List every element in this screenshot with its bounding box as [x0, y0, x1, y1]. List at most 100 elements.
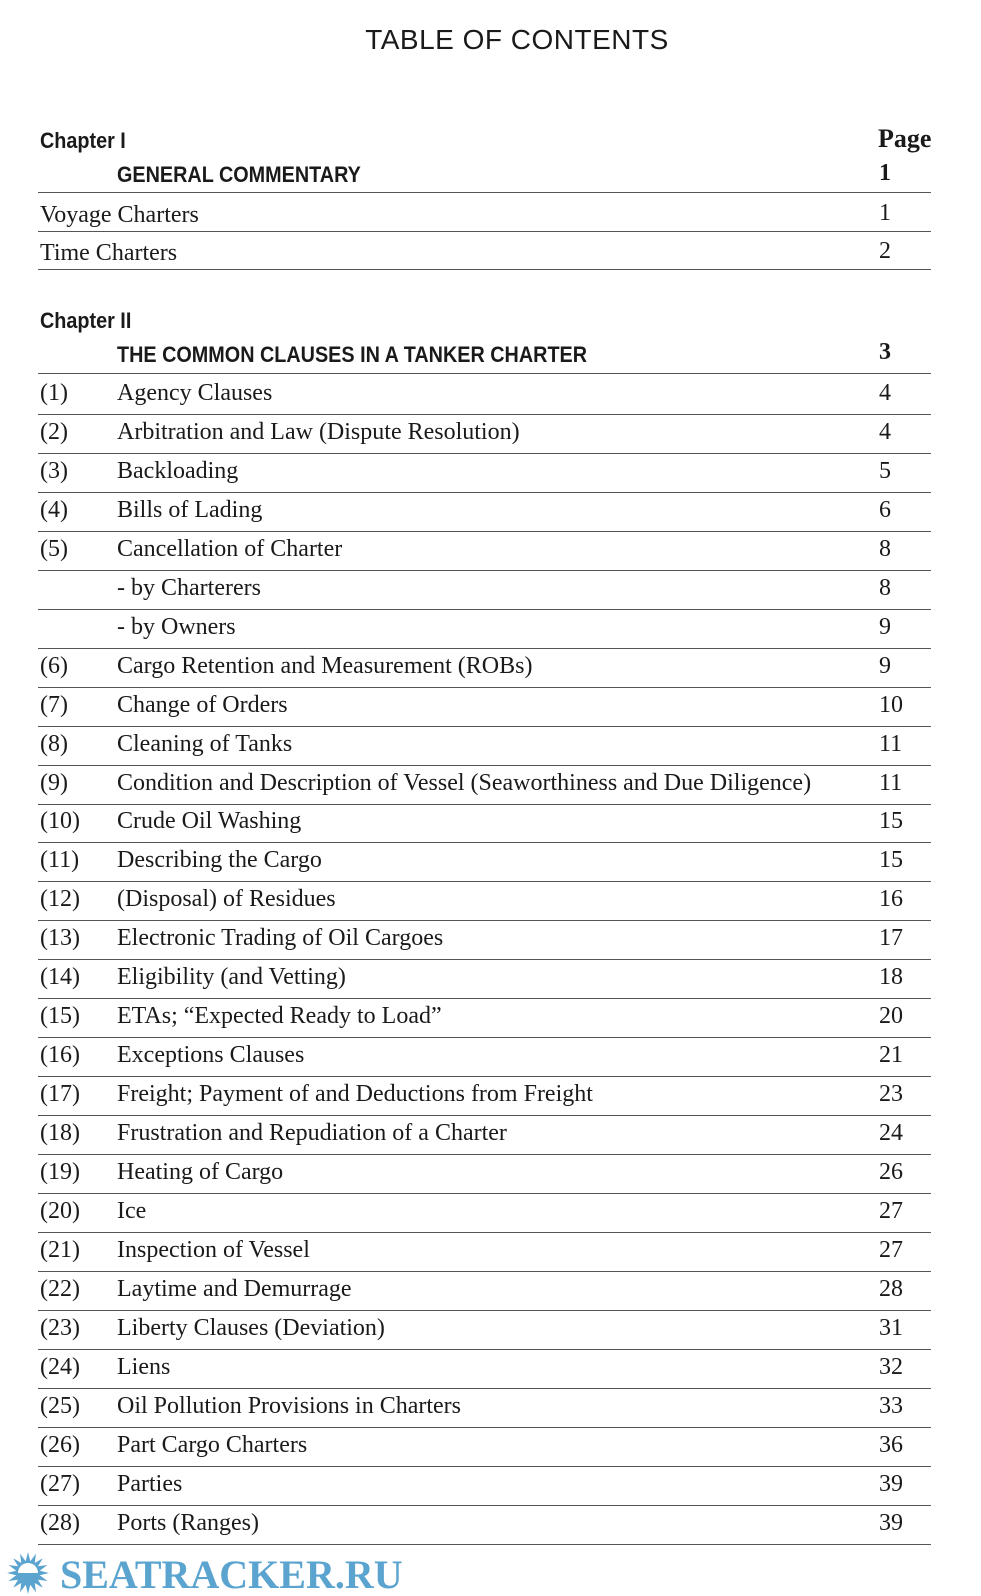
toc-entry: (12) (Disposal) of Residues 16	[0, 886, 981, 925]
toc-entry-number: (18)	[40, 1120, 80, 1147]
toc-entry-number: (19)	[40, 1159, 80, 1185]
toc-entry-number: (3)	[40, 457, 68, 484]
toc-entry-page: 27	[879, 1197, 903, 1224]
page-title: TABLE OF CONTENTS	[365, 24, 669, 55]
toc-entry-page: 20	[879, 1003, 903, 1030]
toc-entry-number: (5)	[40, 535, 68, 562]
divider	[38, 1115, 931, 1117]
toc-entry-title: Oil Pollution Provisions in Charters	[117, 1392, 462, 1419]
toc-entry-page: 8	[879, 535, 891, 562]
toc-entry-title: Heating of Cargo	[117, 1159, 284, 1185]
divider	[38, 373, 931, 374]
toc-entry-page: 9	[879, 652, 891, 679]
toc-entry-number: (16)	[40, 1042, 80, 1069]
divider	[38, 1193, 931, 1194]
toc-entry-title: Voyage Charters	[40, 202, 199, 228]
toc-entry-page: 33	[879, 1392, 903, 1419]
toc-entry-title: Laytime and Demurrage	[117, 1275, 352, 1302]
sunburst-shape	[7, 1552, 49, 1594]
divider	[38, 1504, 931, 1506]
toc-entry: (2) Arbitration and Law (Dispute Resoluti…	[0, 419, 981, 458]
divider	[38, 608, 931, 610]
divider	[38, 725, 931, 727]
toc-entry-page: 16	[879, 886, 903, 913]
toc-entry: - by Charterers 8	[0, 575, 981, 614]
divider	[38, 1076, 931, 1078]
toc-entry: (19) Heating of Cargo 26	[0, 1159, 981, 1198]
toc-entry-title: Eligibility (and Vetting)	[117, 964, 346, 991]
toc-entry-page: 39	[879, 1470, 903, 1497]
divider	[38, 231, 931, 232]
divider	[38, 764, 931, 766]
toc-entry-title: Liens	[117, 1353, 171, 1380]
toc-entry-title: Exceptions Clauses	[117, 1042, 305, 1069]
toc-entry-number: (21)	[40, 1236, 80, 1263]
toc-entry: (17) Freight; Payment of and Deductions f…	[0, 1081, 981, 1120]
toc-entry-title: Bills of Lading	[117, 496, 263, 523]
toc-entry-title: Cargo Retention and Measurement (ROBs)	[117, 652, 533, 679]
toc-entry-title: Describing the Cargo	[117, 847, 322, 874]
toc-entry-number: (17)	[40, 1081, 80, 1108]
toc-entry-number: (24)	[40, 1353, 80, 1380]
divider	[38, 192, 931, 193]
toc-entry-title: Agency Clauses	[117, 380, 273, 406]
divider	[38, 530, 931, 532]
toc-entry: (13) Electronic Trading of Oil Cargoes 17	[0, 925, 981, 964]
toc-entry: (1) Agency Clauses 4	[0, 380, 981, 419]
divider	[38, 1037, 931, 1039]
divider	[38, 1465, 931, 1467]
toc-entry: (20) Ice 27	[0, 1198, 981, 1237]
toc-entry-page: 36	[879, 1431, 903, 1458]
toc-entry-title: Frustration and Repudiation of a Charter	[117, 1120, 507, 1147]
divider	[38, 1231, 931, 1233]
toc-entry-title: Ice	[117, 1197, 147, 1224]
toc-entry-number: (6)	[40, 652, 68, 679]
toc-entry-page: 1	[879, 200, 891, 226]
toc-entry-title: ETAs; “Expected Ready to Load”	[117, 1003, 442, 1030]
toc-entry-number: (9)	[40, 769, 68, 796]
toc-entry-number: (7)	[40, 691, 68, 718]
toc-entry-page: 18	[879, 964, 903, 991]
chapter-2-heading: THE COMMON CLAUSES IN A TANKER CHARTER	[117, 342, 588, 367]
toc-entry-page: 15	[879, 847, 903, 874]
sunburst-center	[18, 1563, 38, 1573]
divider	[38, 1309, 931, 1311]
toc-entry: (5) Cancellation of Charter 8	[0, 536, 981, 575]
divider	[38, 1543, 931, 1545]
toc-entry-title: - by Owners	[117, 613, 236, 640]
chapter-1-label: Chapter I	[40, 128, 126, 153]
divider	[38, 452, 931, 454]
divider	[38, 842, 931, 844]
toc-entry: (10) Crude Oil Washing 15	[0, 808, 981, 847]
toc-entry-page: 4	[879, 380, 891, 406]
toc-entry-number: (20)	[40, 1197, 80, 1224]
toc-entry-number: (25)	[40, 1392, 80, 1419]
toc-entry-number: (11)	[40, 847, 80, 874]
chapter-1-heading-page: 1	[879, 160, 891, 186]
toc-entry-page: 28	[879, 1275, 903, 1302]
toc-entry: (14) Eligibility (and Vetting) 18	[0, 964, 981, 1003]
toc-entry: (3) Backloading 5	[0, 458, 981, 497]
page-column-header: Page	[878, 124, 932, 153]
toc-entry-number: (13)	[40, 925, 80, 952]
divider	[38, 1426, 931, 1428]
toc-entry-number: (12)	[40, 886, 80, 913]
watermark-text: SEATRACKER.RU	[60, 1552, 403, 1596]
toc-entry-page: 39	[879, 1509, 903, 1536]
toc-entry-number: (27)	[40, 1470, 80, 1497]
toc-entry-title: Ports (Ranges)	[117, 1509, 259, 1536]
toc-entry-title: - by Charterers	[117, 574, 261, 601]
toc-entry-page: 27	[879, 1236, 903, 1263]
divider	[38, 569, 931, 571]
divider	[38, 803, 931, 805]
toc-entry: (11) Describing the Cargo 15	[0, 847, 981, 886]
toc-entry: (8) Cleaning of Tanks 11	[0, 731, 981, 770]
toc-entry: (27) Parties 39	[0, 1471, 981, 1510]
toc-entry-number: (8)	[40, 730, 68, 757]
toc-entry-number: (2)	[40, 418, 68, 445]
toc-entry-title: Inspection of Vessel	[117, 1236, 310, 1263]
toc-entry-title: Freight; Payment of and Deductions from …	[117, 1081, 593, 1108]
toc-entry-number: (14)	[40, 964, 80, 991]
toc-entry-page: 17	[879, 925, 903, 952]
divider	[38, 959, 931, 961]
